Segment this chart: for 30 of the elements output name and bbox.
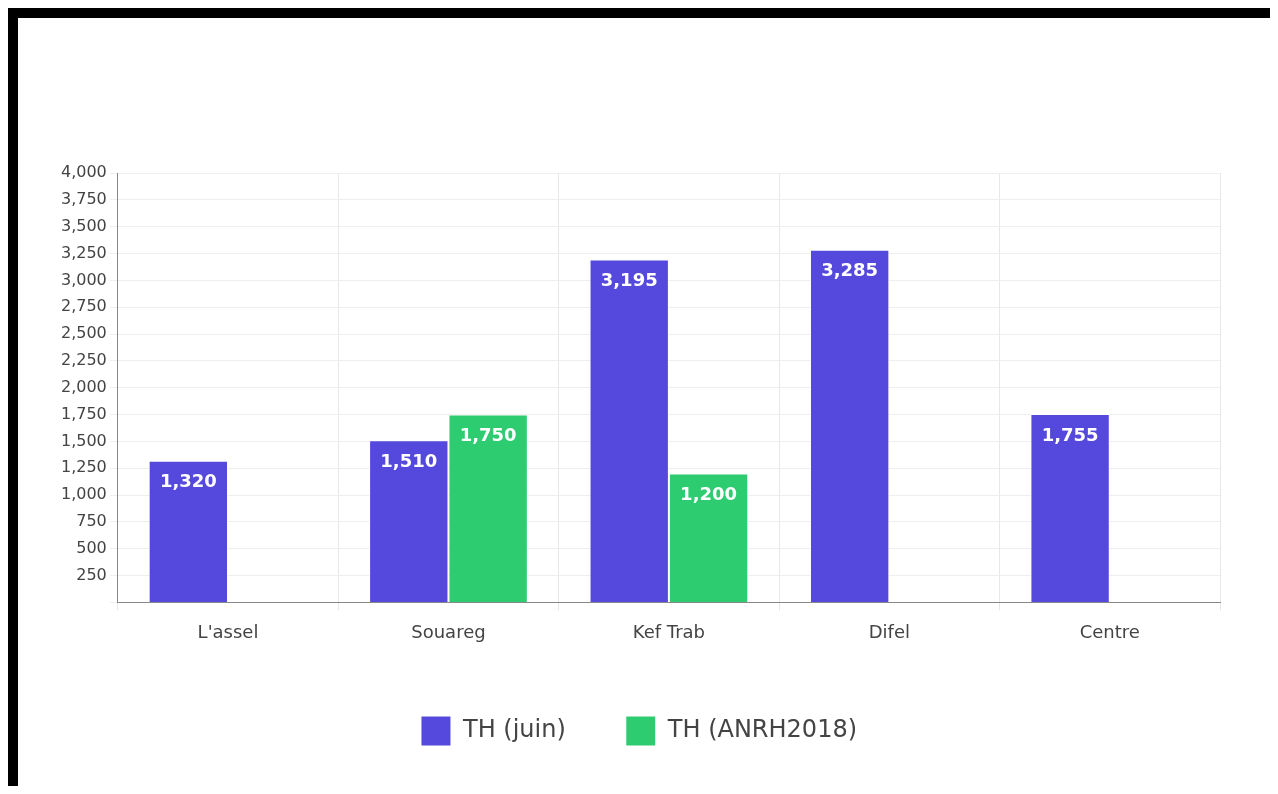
- y-tick-label: 2,500: [60, 323, 107, 343]
- x-tick-label: L'assel: [197, 620, 259, 642]
- x-tick-label: Souareg: [411, 620, 486, 642]
- y-tick-label: 3,000: [60, 269, 107, 289]
- x-tick-label: Difel: [868, 620, 910, 642]
- data-label: 1,510: [380, 449, 438, 471]
- x-tick-label: Kef Trab: [632, 620, 706, 642]
- y-tick-label: 750: [76, 511, 107, 531]
- y-tick-label: 3,500: [60, 215, 107, 235]
- legend-label: TH (juin): [461, 715, 566, 744]
- data-label: 1,750: [459, 424, 517, 446]
- y-tick-label: 1,250: [60, 457, 107, 477]
- legend-label: TH (ANRH2018): [666, 715, 858, 744]
- y-tick-label: 3,250: [60, 242, 107, 262]
- y-tick-label: 2,750: [60, 296, 107, 316]
- y-tick-label: 2,250: [60, 350, 107, 370]
- y-tick-label: 1,750: [60, 403, 107, 423]
- data-label: 1,755: [1041, 423, 1099, 445]
- y-tick-label: 3,750: [60, 188, 107, 208]
- data-label: 1,320: [159, 470, 217, 492]
- y-tick-label: 1,000: [60, 484, 107, 504]
- y-tick-label: 2,000: [60, 376, 107, 396]
- y-tick-label: 1,500: [60, 430, 107, 450]
- data-label: 3,195: [600, 269, 658, 291]
- y-tick-label: 4,000: [60, 162, 107, 182]
- y-tick-label: 250: [76, 564, 107, 584]
- data-label: 1,200: [680, 483, 738, 505]
- y-tick-label: 500: [76, 537, 107, 557]
- data-label: 3,285: [821, 259, 879, 281]
- x-tick-label: Centre: [1079, 620, 1140, 642]
